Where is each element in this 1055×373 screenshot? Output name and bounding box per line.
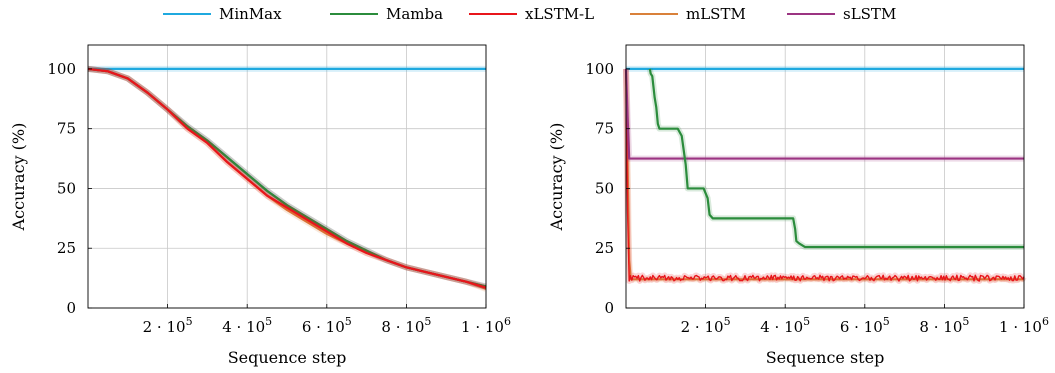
legend-item-slstm: sLSTM [787,2,896,26]
y-tick-label: 75 [595,120,614,138]
x-tick-label: 6 · 105 [840,315,890,336]
x-tick-label: 1 · 106 [461,315,511,336]
series-band-slstm [87,65,487,290]
series-line-xlstm-l [87,67,487,289]
series-line-mamba [87,67,487,288]
y-tick-label: 100 [585,60,614,78]
x-tick-label: 2 · 105 [681,315,731,336]
series-band-mamba [87,65,487,290]
legend-item-mamba: Mamba [330,2,443,26]
legend: MinMax Mamba xLSTM-L mLSTM sLSTM [0,2,1055,26]
axes-frame [625,44,1025,309]
x-tick-label: 6 · 105 [302,315,352,336]
series-line-mlstm [87,67,487,290]
legend-swatch-mamba [330,13,378,15]
legend-label-minmax: MinMax [219,5,282,23]
y-axis-label: Accuracy (%) [547,123,566,232]
x-tick-label: 4 · 105 [760,315,810,336]
y-tick-label: 75 [57,120,76,138]
legend-swatch-slstm [787,13,835,15]
x-tick-label: 8 · 105 [919,315,969,336]
x-axis-label: Sequence step [766,348,885,367]
legend-item-mlstm: mLSTM [630,2,746,26]
y-tick-label: 100 [47,60,76,78]
y-tick-label: 0 [66,299,76,317]
y-tick-label: 50 [595,179,614,197]
axes-frame [87,44,487,309]
legend-swatch-xlstm-l [469,13,517,15]
legend-swatch-mlstm [630,13,678,15]
x-tick-label: 2 · 105 [143,315,193,336]
legend-label-xlstm-l: xLSTM-L [525,5,595,23]
y-axis-label: Accuracy (%) [9,123,28,232]
y-tick-label: 0 [604,299,614,317]
chart-panel-1: 0 25 50 75 100 2 · 105 4 · 105 6 · 105 8 · 105 1 … [9,44,511,367]
legend-label-mlstm: mLSTM [686,5,746,23]
series-line-slstm [87,67,487,288]
series-line-mamba [648,68,1024,249]
legend-item-xlstm-l: xLSTM-L [469,2,594,26]
series-line-xlstm-l [625,68,1025,282]
x-tick-label: 1 · 106 [999,315,1049,336]
series-band-mlstm [87,65,488,292]
series-line-slstm [624,68,1024,160]
legend-label-slstm: sLSTM [843,5,897,23]
legend-label-mamba: Mamba [386,5,444,23]
chart-panel-2: 0 25 50 75 100 2 · 105 4 · 105 6 · 105 8 · 105 1 … [547,44,1049,367]
y-tick-label: 25 [595,239,614,257]
y-tick-label: 50 [57,179,76,197]
legend-item-minmax: MinMax [163,2,282,26]
x-tick-label: 8 · 105 [381,315,431,336]
series-band-xlstm-l [87,65,487,291]
x-tick-label: 4 · 105 [222,315,272,336]
legend-swatch-minmax [163,13,211,15]
y-tick-label: 25 [57,239,76,257]
x-axis-label: Sequence step [228,348,347,367]
